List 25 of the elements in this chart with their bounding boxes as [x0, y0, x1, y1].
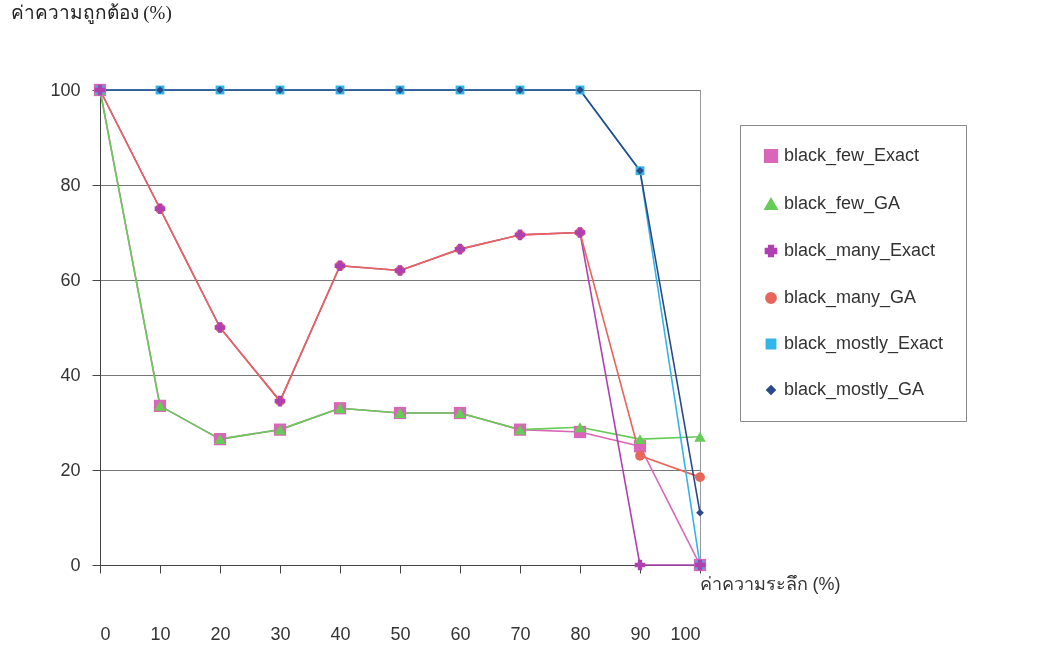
x-tick-label: 100 — [670, 623, 701, 644]
legend-label: black_few_Exact — [784, 145, 920, 166]
y-axis-title: ค่าความถูกต้อง (%) — [10, 1, 172, 24]
x-axis-title: ค่าความระลึก (%) — [699, 573, 841, 594]
y-tick-label: 40 — [60, 364, 81, 385]
legend-label: black_many_Exact — [784, 240, 936, 261]
x-tick-label: 10 — [150, 623, 171, 644]
legend-label: black_mostly_GA — [784, 379, 925, 400]
y-tick-label: 20 — [60, 459, 81, 480]
y-tick-label: 0 — [70, 554, 81, 575]
x-tick-label: 90 — [630, 623, 651, 644]
x-tick-label: 20 — [210, 623, 231, 644]
y-tick-label: 80 — [60, 174, 81, 195]
x-tick-label: 0 — [100, 623, 111, 644]
y-tick-label: 60 — [60, 269, 81, 290]
legend-label: black_many_GA — [784, 287, 917, 308]
x-tick-label: 70 — [510, 623, 531, 644]
x-tick-label: 80 — [570, 623, 591, 644]
x-tick-label: 40 — [330, 623, 351, 644]
legend-label: black_few_GA — [784, 193, 901, 214]
legend-label: black_mostly_Exact — [784, 333, 944, 354]
y-tick-label: 100 — [50, 79, 81, 100]
x-tick-label: 30 — [270, 623, 291, 644]
x-tick-label: 50 — [390, 623, 411, 644]
x-tick-label: 60 — [450, 623, 471, 644]
